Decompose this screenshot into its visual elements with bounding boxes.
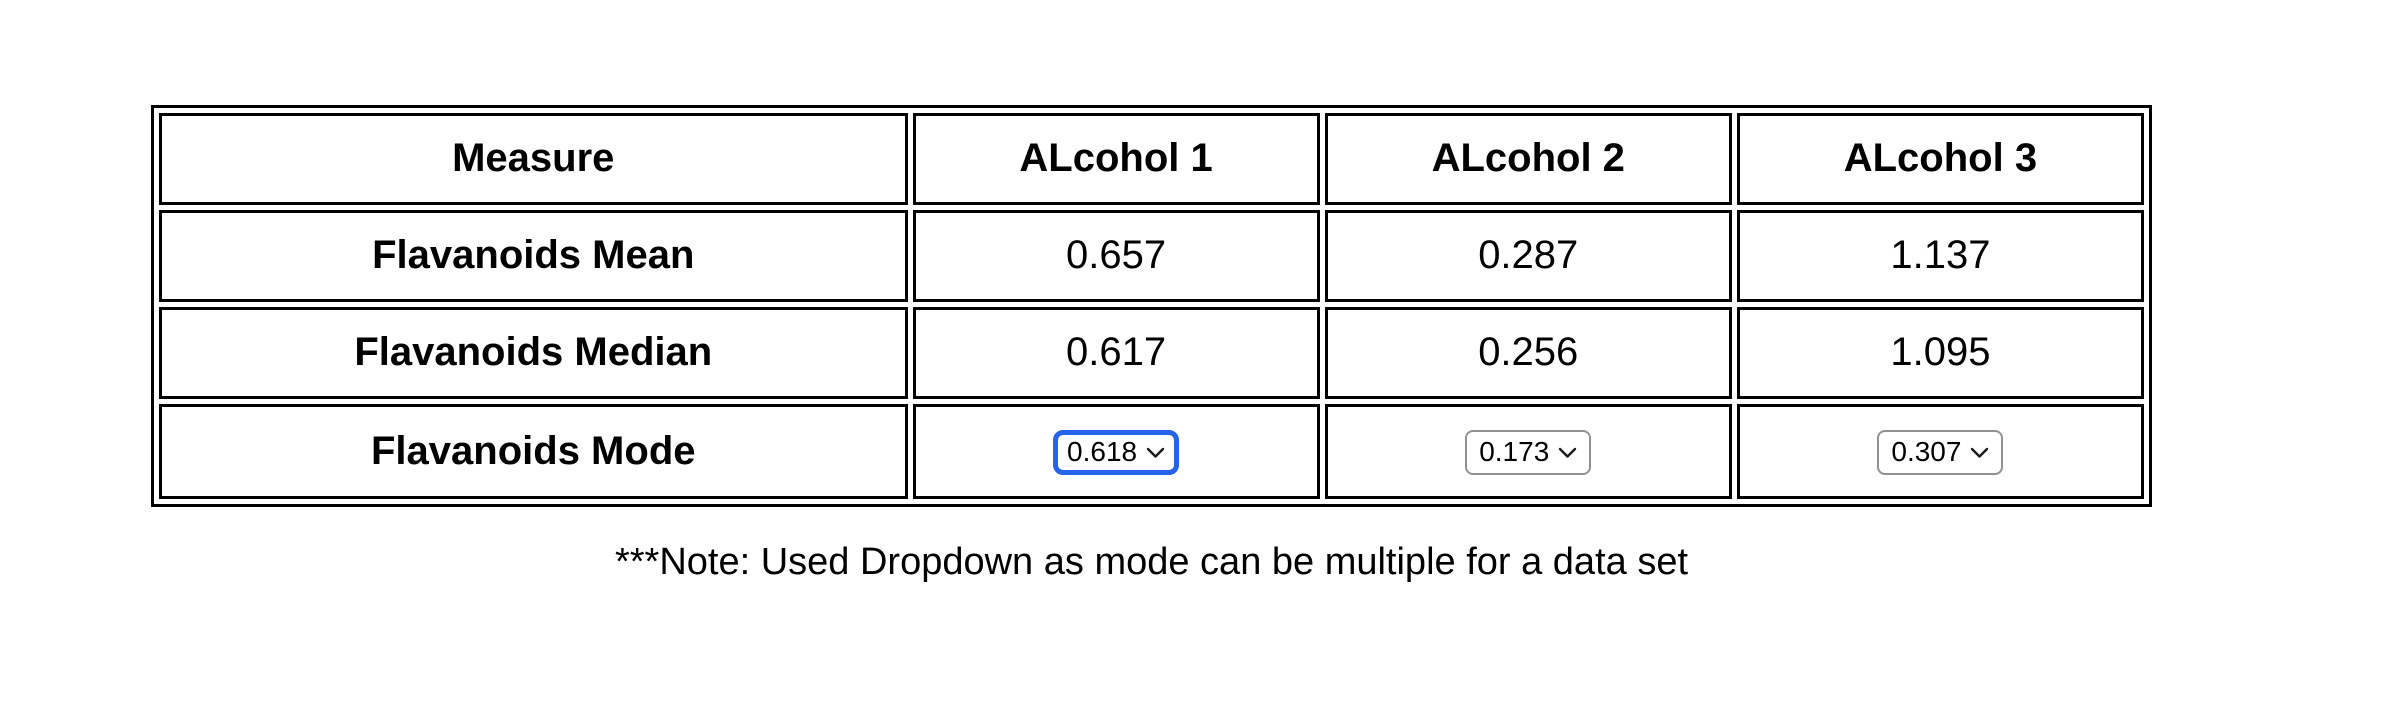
cell-median-alcohol-3: 1.095 <box>1736 306 2144 399</box>
mode-dropdown-alcohol-3[interactable]: 0.307 <box>1877 429 2004 475</box>
mode-dropdown-alcohol-1[interactable]: 0.618 <box>1053 429 1180 475</box>
chevron-down-icon <box>1559 448 1577 458</box>
table-row-median: Flavanoids Median 0.617 0.256 1.095 <box>159 306 2144 399</box>
cell-mean-alcohol-1: 0.657 <box>912 209 1320 302</box>
cell-mean-alcohol-3: 1.137 <box>1736 209 2144 302</box>
mode-dropdown-alcohol-2[interactable]: 0.173 <box>1465 429 1592 475</box>
row-label-mode: Flavanoids Mode <box>159 403 908 499</box>
header-alcohol-3: ALcohol 3 <box>1736 113 2144 205</box>
cell-median-alcohol-2: 0.256 <box>1324 306 1732 399</box>
table-row-mode: Flavanoids Mode 0.618 0.173 <box>159 403 2144 499</box>
header-row: Measure ALcohol 1 ALcohol 2 ALcohol 3 <box>159 113 2144 205</box>
row-label-mean: Flavanoids Mean <box>159 209 908 302</box>
row-label-median: Flavanoids Median <box>159 306 908 399</box>
chevron-down-icon <box>1146 448 1165 458</box>
note-text: ***Note: Used Dropdown as mode can be mu… <box>614 541 1689 583</box>
cell-median-alcohol-1: 0.617 <box>912 306 1320 399</box>
header-alcohol-1: ALcohol 1 <box>912 113 1320 205</box>
header-measure: Measure <box>159 113 908 205</box>
cell-mode-alcohol-2: 0.173 <box>1324 403 1732 499</box>
mode-dropdown-alcohol-1-value: 0.618 <box>1067 435 1138 467</box>
cell-mode-alcohol-3: 0.307 <box>1736 403 2144 499</box>
flavanoids-stats-table: Measure ALcohol 1 ALcohol 2 ALcohol 3 Fl… <box>151 105 2152 507</box>
mode-dropdown-alcohol-3-value: 0.307 <box>1891 435 1962 467</box>
cell-mode-alcohol-1: 0.618 <box>912 403 1320 499</box>
table-row-mean: Flavanoids Mean 0.657 0.287 1.137 <box>159 209 2144 302</box>
cell-mean-alcohol-2: 0.287 <box>1324 209 1732 302</box>
header-alcohol-2: ALcohol 2 <box>1324 113 1732 205</box>
chevron-down-icon <box>1971 448 1989 458</box>
mode-dropdown-alcohol-2-value: 0.173 <box>1479 435 1550 467</box>
